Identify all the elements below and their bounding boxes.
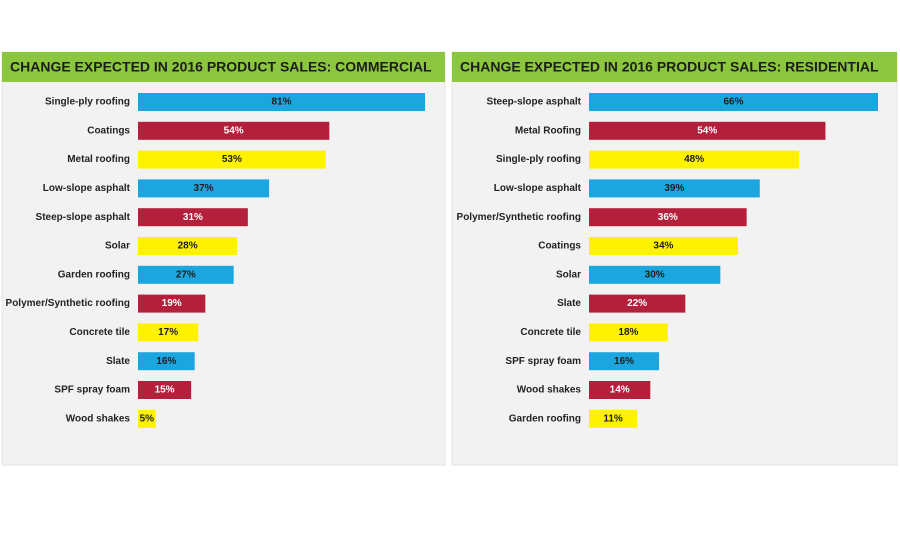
value-label: 28% bbox=[178, 241, 198, 252]
value-label: 16% bbox=[156, 356, 176, 367]
category-label: Wood shakes bbox=[66, 413, 131, 424]
value-label: 11% bbox=[603, 413, 623, 424]
category-label: SPF spray foam bbox=[505, 356, 581, 367]
value-label: 37% bbox=[194, 183, 214, 194]
value-label: 5% bbox=[140, 413, 155, 424]
category-label: Slate bbox=[557, 298, 581, 309]
category-label: Concrete tile bbox=[520, 327, 581, 338]
category-label: Coatings bbox=[538, 241, 581, 252]
bar bbox=[138, 208, 248, 227]
chart-title: CHANGE EXPECTED IN 2016 PRODUCT SALES: R… bbox=[460, 59, 879, 75]
bar bbox=[138, 381, 192, 399]
panel bbox=[451, 51, 898, 466]
category-label: Single-ply roofing bbox=[496, 154, 581, 165]
category-label: Solar bbox=[556, 269, 581, 280]
category-label: Steep-slope asphalt bbox=[487, 97, 582, 108]
bar bbox=[138, 237, 238, 255]
bar bbox=[589, 121, 826, 140]
bar bbox=[589, 93, 878, 111]
category-label: Steep-slope asphalt bbox=[36, 212, 131, 223]
bar bbox=[138, 294, 206, 313]
bar bbox=[138, 409, 156, 428]
category-label: Coatings bbox=[87, 125, 130, 136]
value-label: 36% bbox=[658, 212, 678, 223]
category-label: Concrete tile bbox=[69, 327, 130, 338]
category-label: SPF spray foam bbox=[54, 385, 130, 396]
bar bbox=[138, 265, 234, 284]
bar bbox=[589, 265, 721, 284]
bar bbox=[589, 179, 760, 198]
bar bbox=[589, 294, 686, 313]
value-label: 54% bbox=[224, 125, 244, 136]
value-label: 30% bbox=[645, 269, 665, 280]
category-label: Polymer/Synthetic roofing bbox=[6, 298, 130, 309]
chart-title: CHANGE EXPECTED IN 2016 PRODUCT SALES: C… bbox=[10, 59, 432, 75]
panel bbox=[1, 51, 446, 466]
value-label: 15% bbox=[155, 385, 175, 396]
panel-header bbox=[2, 52, 445, 82]
bar bbox=[138, 352, 195, 371]
category-label: Low-slope asphalt bbox=[43, 183, 131, 194]
bar bbox=[589, 381, 651, 399]
value-label: 31% bbox=[183, 212, 203, 223]
bar bbox=[138, 93, 425, 111]
bar bbox=[589, 323, 668, 342]
value-label: 53% bbox=[222, 154, 242, 165]
category-label: Wood shakes bbox=[517, 385, 582, 396]
bar bbox=[589, 409, 638, 428]
category-label: Slate bbox=[106, 356, 130, 367]
value-label: 19% bbox=[162, 298, 182, 309]
bar bbox=[138, 179, 270, 198]
category-label: Solar bbox=[105, 241, 130, 252]
bar bbox=[589, 352, 660, 371]
category-label: Polymer/Synthetic roofing bbox=[457, 212, 581, 223]
value-label: 54% bbox=[697, 125, 717, 136]
value-label: 34% bbox=[653, 241, 673, 252]
category-label: Single-ply roofing bbox=[45, 97, 130, 108]
category-label: Metal roofing bbox=[67, 154, 130, 165]
value-label: 39% bbox=[664, 183, 684, 194]
value-label: 22% bbox=[627, 298, 647, 309]
panel-header bbox=[452, 52, 897, 82]
category-label: Garden roofing bbox=[509, 413, 581, 424]
category-label: Metal Roofing bbox=[515, 125, 581, 136]
value-label: 27% bbox=[176, 269, 196, 280]
bar bbox=[138, 150, 326, 169]
value-label: 16% bbox=[614, 356, 634, 367]
value-label: 81% bbox=[271, 97, 291, 108]
value-label: 48% bbox=[684, 154, 704, 165]
category-label: Low-slope asphalt bbox=[494, 183, 582, 194]
bar bbox=[138, 323, 199, 342]
value-label: 18% bbox=[618, 327, 638, 338]
value-label: 14% bbox=[610, 385, 630, 396]
bar bbox=[138, 121, 330, 140]
bar bbox=[589, 150, 800, 169]
value-label: 66% bbox=[723, 97, 743, 108]
bar bbox=[589, 237, 738, 255]
value-label: 17% bbox=[158, 327, 178, 338]
bar bbox=[589, 208, 747, 227]
category-label: Garden roofing bbox=[58, 269, 130, 280]
